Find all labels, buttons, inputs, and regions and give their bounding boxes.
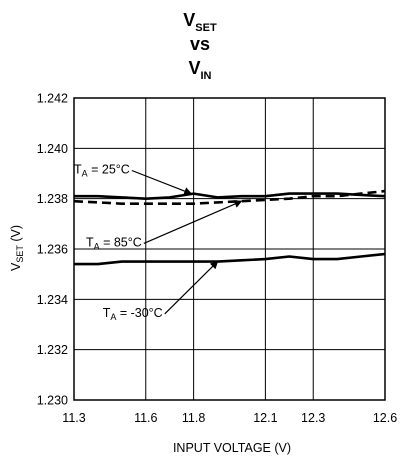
annotation-arrow-3 bbox=[164, 260, 219, 315]
x-tick-label: 12.3 bbox=[301, 411, 325, 425]
annotation-label-1: TA = 25°C bbox=[74, 163, 130, 179]
y-tick-label: 1.240 bbox=[37, 142, 68, 156]
x-axis-label: INPUT VOLTAGE (V) bbox=[173, 441, 291, 455]
x-tick-label: 11.3 bbox=[62, 411, 85, 425]
y-axis-label: VSET (V) bbox=[9, 225, 25, 271]
chart-title-line3: VIN bbox=[188, 58, 211, 82]
x-tick-label: 11.8 bbox=[182, 411, 205, 425]
series-line-1 bbox=[74, 192, 386, 200]
x-tick-label: 11.6 bbox=[134, 411, 157, 425]
x-tick-label: 12.6 bbox=[373, 411, 397, 425]
x-tick-label: 12.1 bbox=[253, 411, 277, 425]
plot-frame bbox=[73, 97, 386, 401]
y-axis-ticks: 1.230 1.232 1.234 1.236 1.238 1.240 1.242 bbox=[37, 92, 68, 408]
annotations: TA = 25°C TA = 85°C TA = -30°C bbox=[74, 163, 243, 322]
y-tick-label: 1.232 bbox=[37, 343, 68, 357]
y-tick-label: 1.238 bbox=[37, 192, 68, 206]
y-tick-label: 1.236 bbox=[37, 243, 68, 257]
y-tick-label: 1.234 bbox=[37, 293, 68, 307]
data-series bbox=[73, 189, 386, 266]
y-tick-label: 1.230 bbox=[37, 394, 68, 408]
series-line-2 bbox=[73, 189, 386, 205]
annotation-arrow-1 bbox=[131, 169, 193, 195]
x-axis-ticks: 11.3 11.6 11.8 12.1 12.3 12.6 bbox=[62, 411, 397, 425]
y-tick-label: 1.242 bbox=[37, 92, 68, 106]
annotation-arrow-2 bbox=[143, 200, 243, 245]
series-line-3 bbox=[74, 252, 386, 266]
annotation-label-2: TA = 85°C bbox=[86, 235, 142, 251]
annotation-label-3: TA = -30°C bbox=[103, 306, 163, 322]
chart-title-line1: VSET bbox=[183, 10, 217, 34]
chart-title-line2: vs bbox=[190, 34, 210, 54]
